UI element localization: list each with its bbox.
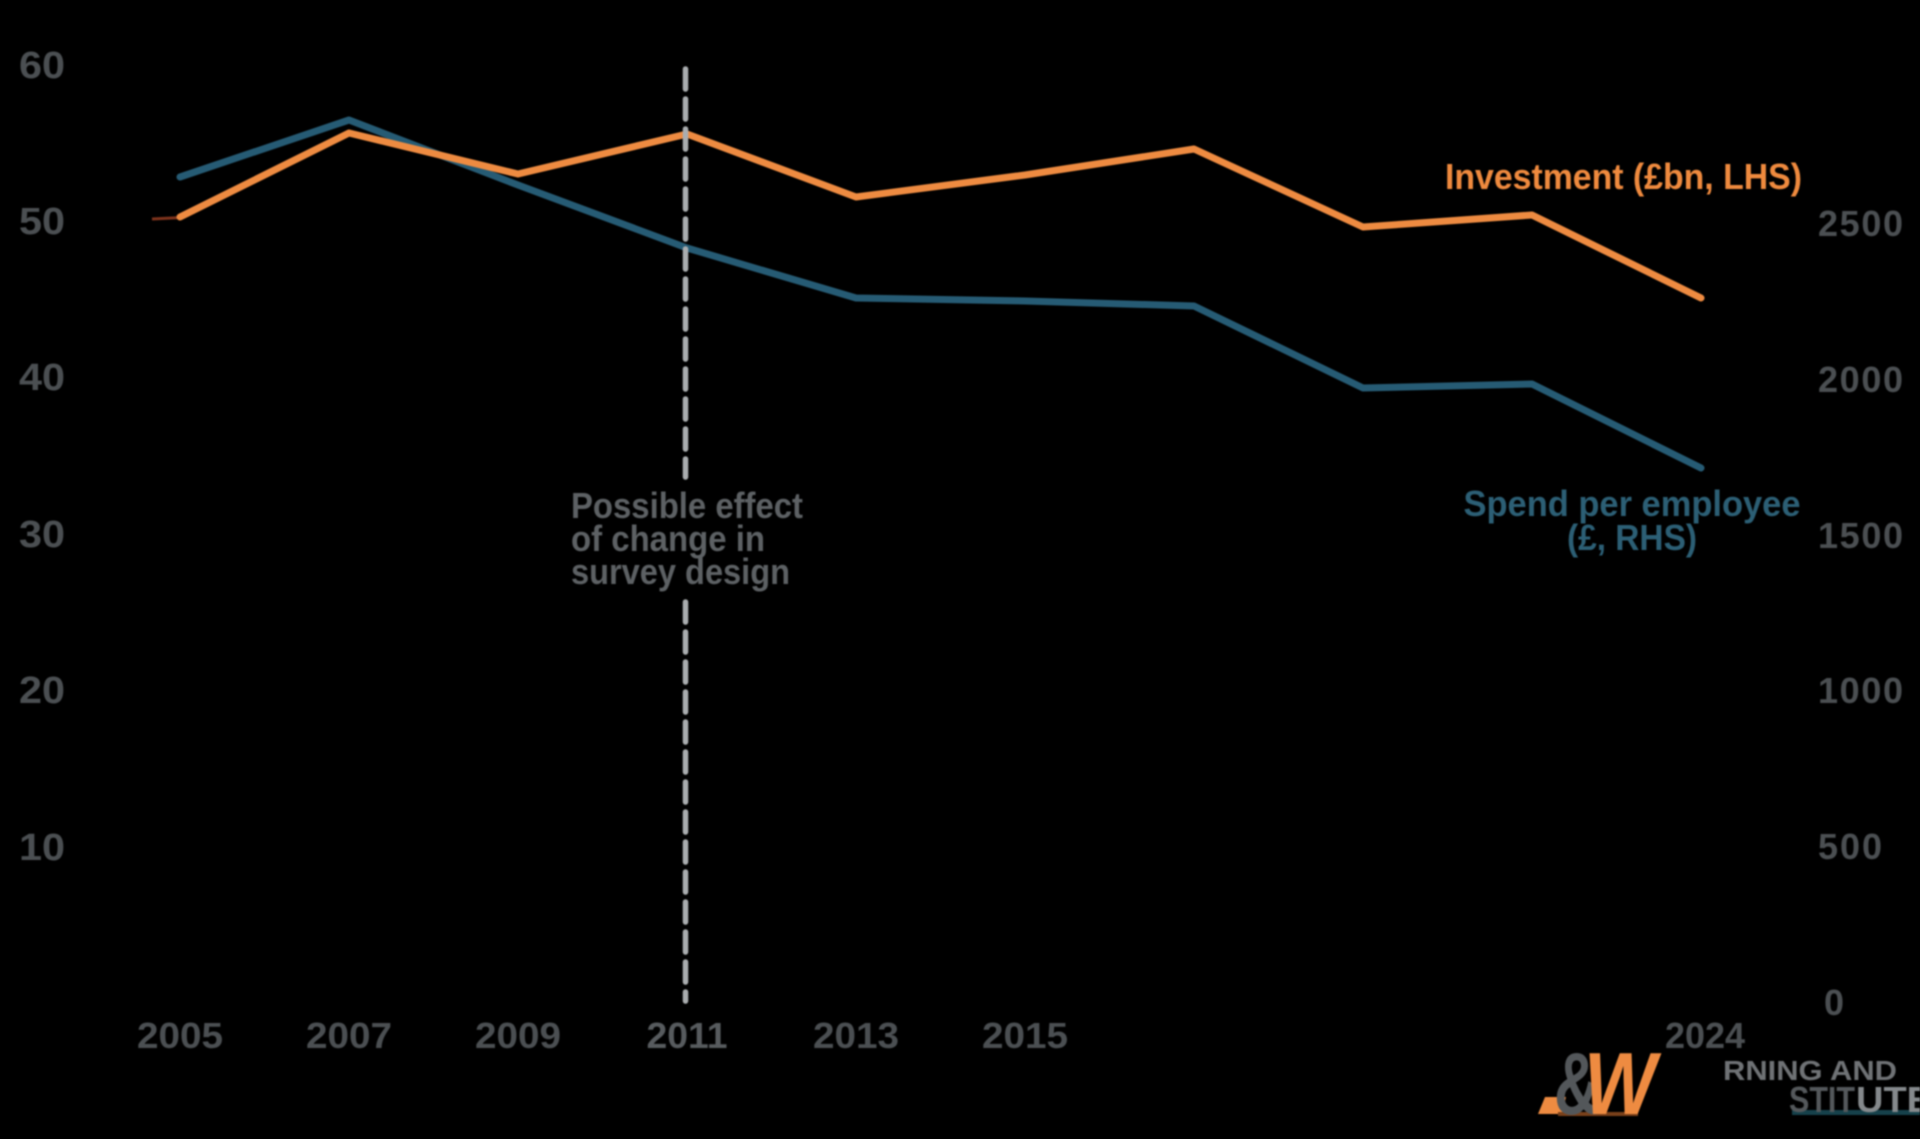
svg-text:2009: 2009 xyxy=(475,1015,561,1056)
svg-text:W: W xyxy=(1584,1034,1662,1133)
svg-text:2011: 2011 xyxy=(647,1015,728,1056)
svg-text:2500: 2500 xyxy=(1818,203,1903,244)
svg-text:30: 30 xyxy=(19,514,65,556)
svg-text:2013: 2013 xyxy=(813,1015,899,1056)
svg-text:2015: 2015 xyxy=(982,1015,1068,1056)
svg-text:1000: 1000 xyxy=(1818,670,1903,711)
svg-text:of change in: of change in xyxy=(571,518,765,559)
svg-text:Investment (£bn, LHS): Investment (£bn, LHS) xyxy=(1445,156,1802,197)
svg-text:Spend per employee: Spend per employee xyxy=(1464,483,1801,524)
svg-text:500: 500 xyxy=(1818,826,1882,867)
svg-text:RNING AND: RNING AND xyxy=(1723,1055,1897,1086)
svg-text:survey design: survey design xyxy=(571,551,790,592)
svg-text:2007: 2007 xyxy=(306,1015,392,1056)
svg-text:STITUTE: STITUTE xyxy=(1789,1079,1920,1120)
svg-text:Possible effect: Possible effect xyxy=(571,485,803,526)
svg-text:&: & xyxy=(1554,1034,1600,1133)
svg-text:40: 40 xyxy=(19,357,65,399)
svg-text:10: 10 xyxy=(19,827,65,869)
svg-text:2024: 2024 xyxy=(1665,1015,1745,1056)
svg-text:(£, RHS): (£, RHS) xyxy=(1567,517,1697,558)
svg-text:2000: 2000 xyxy=(1818,359,1903,400)
svg-text:20: 20 xyxy=(19,670,65,712)
svg-text:1500: 1500 xyxy=(1818,515,1903,556)
svg-text:2005: 2005 xyxy=(137,1015,223,1056)
svg-text:60: 60 xyxy=(19,45,65,87)
svg-text:50: 50 xyxy=(19,201,65,243)
svg-text:0: 0 xyxy=(1824,982,1844,1023)
